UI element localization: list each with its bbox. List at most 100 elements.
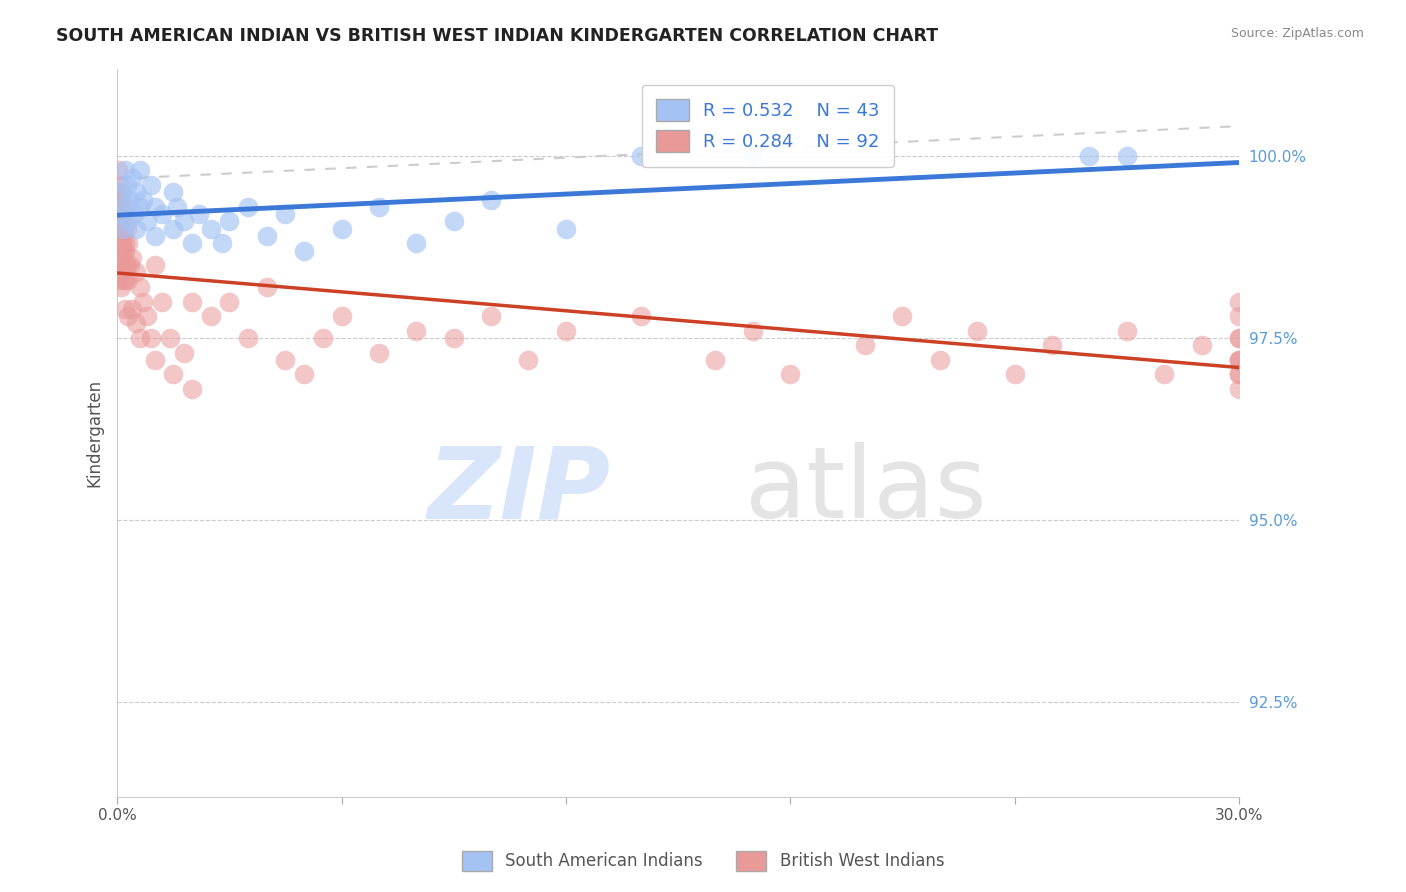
Point [143, 258, 166, 272]
Point [1227, 368, 1250, 382]
Point [1040, 338, 1063, 352]
Point [443, 214, 465, 228]
Point [218, 294, 240, 309]
Point [117, 214, 139, 228]
Point [107, 207, 129, 221]
Point [443, 331, 465, 345]
Point [111, 265, 134, 279]
Point [517, 352, 540, 367]
Point [114, 163, 136, 178]
Point [112, 221, 135, 235]
Point [108, 214, 131, 228]
Point [292, 368, 315, 382]
Point [111, 221, 134, 235]
Point [117, 273, 139, 287]
Point [554, 324, 576, 338]
Point [108, 200, 131, 214]
Point [114, 273, 136, 287]
Point [779, 368, 801, 382]
Point [1115, 324, 1137, 338]
Point [150, 294, 173, 309]
Point [110, 221, 132, 235]
Point [554, 221, 576, 235]
Point [139, 178, 162, 192]
Point [405, 324, 427, 338]
Point [125, 221, 148, 235]
Point [218, 214, 240, 228]
Point [139, 331, 162, 345]
Point [162, 186, 184, 200]
Point [1227, 352, 1250, 367]
Point [108, 193, 131, 207]
Point [274, 207, 297, 221]
Point [1115, 149, 1137, 163]
Point [704, 352, 727, 367]
Point [110, 280, 132, 294]
Point [236, 331, 259, 345]
Point [114, 236, 136, 251]
Point [128, 200, 150, 214]
Point [125, 265, 148, 279]
Point [200, 221, 222, 235]
Point [121, 301, 143, 316]
Point [136, 309, 159, 323]
Point [121, 170, 143, 185]
Point [110, 251, 132, 265]
Point [111, 229, 134, 244]
Point [114, 200, 136, 214]
Point [110, 207, 132, 221]
Point [188, 207, 211, 221]
Point [405, 236, 427, 251]
Point [479, 309, 502, 323]
Point [110, 186, 132, 200]
Point [111, 236, 134, 251]
Point [111, 200, 134, 214]
Point [114, 301, 136, 316]
Point [115, 221, 138, 235]
Point [108, 229, 131, 244]
Point [928, 352, 950, 367]
Text: SOUTH AMERICAN INDIAN VS BRITISH WEST INDIAN KINDERGARTEN CORRELATION CHART: SOUTH AMERICAN INDIAN VS BRITISH WEST IN… [56, 27, 938, 45]
Point [114, 214, 136, 228]
Point [128, 163, 150, 178]
Text: Source: ZipAtlas.com: Source: ZipAtlas.com [1230, 27, 1364, 40]
Point [236, 200, 259, 214]
Point [368, 345, 391, 359]
Point [122, 207, 145, 221]
Legend: R = 0.532    N = 43, R = 0.284    N = 92: R = 0.532 N = 43, R = 0.284 N = 92 [641, 85, 894, 167]
Point [143, 229, 166, 244]
Point [1227, 309, 1250, 323]
Point [120, 258, 142, 272]
Point [108, 244, 131, 258]
Point [741, 324, 763, 338]
Point [1227, 368, 1250, 382]
Point [1153, 368, 1175, 382]
Point [853, 338, 876, 352]
Point [1227, 294, 1250, 309]
Point [108, 221, 131, 235]
Point [132, 193, 155, 207]
Point [150, 207, 173, 221]
Point [108, 207, 131, 221]
Point [630, 309, 652, 323]
Y-axis label: Kindergarten: Kindergarten [86, 378, 103, 487]
Point [256, 229, 278, 244]
Point [211, 236, 233, 251]
Point [274, 352, 297, 367]
Point [125, 317, 148, 331]
Point [256, 280, 278, 294]
Point [114, 244, 136, 258]
Point [1078, 149, 1101, 163]
Point [143, 200, 166, 214]
Point [121, 251, 143, 265]
Point [128, 331, 150, 345]
Point [128, 280, 150, 294]
Point [173, 345, 195, 359]
Point [111, 265, 134, 279]
Point [1227, 331, 1250, 345]
Point [112, 273, 135, 287]
Point [114, 258, 136, 272]
Point [292, 244, 315, 258]
Point [1227, 352, 1250, 367]
Point [110, 193, 132, 207]
